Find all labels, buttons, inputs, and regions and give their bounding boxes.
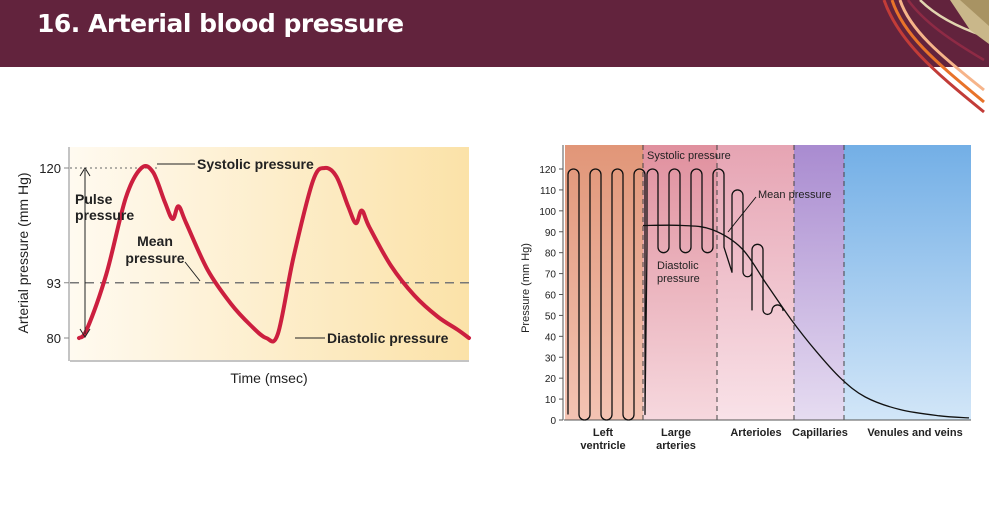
right-mean-label: Mean pressure [758, 189, 831, 201]
right-y-tick-label: 70 [545, 270, 557, 281]
mean-label-line2: pressure [125, 250, 184, 266]
right-y-axis-label: Pressure (mm Hg) [520, 243, 532, 333]
right-diastolic-label-line1: Diastolic [657, 260, 699, 272]
mean-pressure-curve [642, 224, 970, 419]
right-y-tick-label: 80 [545, 249, 557, 260]
right-y-tick-label: 120 [539, 165, 556, 176]
right-systolic-label: Systolic pressure [647, 150, 731, 162]
region-left-ventricle [565, 145, 643, 420]
region-label: Capillaries [792, 427, 848, 439]
right-y-tick-label: 30 [545, 353, 557, 364]
region-label-line2: ventricle [580, 440, 625, 452]
pulse-pressure-arrow [79, 167, 91, 338]
systolic-label: Systolic pressure [197, 156, 314, 172]
region-label: Venules and veins [867, 427, 962, 439]
left-y-tick-label: 93 [47, 276, 61, 291]
right-y-tick-label: 20 [545, 374, 557, 385]
region-venules-and-veins [844, 145, 971, 420]
mean-leader [184, 261, 201, 282]
pulse-label-line1: Pulse [75, 191, 113, 207]
region-capillaries [794, 145, 844, 420]
right-y-tick-label: 50 [545, 311, 557, 322]
left-y-tick-label: 120 [39, 161, 61, 176]
title-bar: 16. Arterial blood pressure [0, 0, 989, 67]
mean-label-line1: Mean [137, 233, 173, 249]
slide-title: 16. Arterial blood pressure [37, 9, 404, 38]
right-y-tick-label: 110 [540, 186, 556, 197]
region-label-line2: arteries [656, 440, 696, 452]
right-y-tick-label: 0 [550, 416, 556, 427]
region-arterioles [717, 145, 794, 420]
decorative-stripes-icon [882, 0, 989, 114]
right-mean-leader [727, 196, 757, 233]
right-y-tick-label: 60 [545, 291, 557, 302]
left-y-axis-label: Arterial pressure (mm Hg) [15, 172, 31, 333]
right-y-tick-label: 90 [545, 228, 557, 239]
right-y-tick-label: 10 [545, 395, 557, 406]
left-x-axis-label: Time (msec) [230, 370, 307, 386]
right-diastolic-label-line2: pressure [657, 273, 700, 285]
diastolic-label: Diastolic pressure [327, 330, 449, 346]
right-y-tick-label: 100 [539, 207, 556, 218]
region-label: Arterioles [730, 427, 781, 439]
pulse-label-line2: pressure [75, 207, 134, 223]
pulsatile-pressure-trace [567, 168, 784, 421]
region-label: Large [661, 427, 691, 439]
arterial-pressure-curve [77, 163, 471, 344]
left-plot-background [70, 147, 469, 360]
region-label: Left [593, 427, 614, 439]
right-y-tick-label: 40 [545, 332, 557, 343]
left-y-tick-label: 80 [47, 331, 61, 346]
